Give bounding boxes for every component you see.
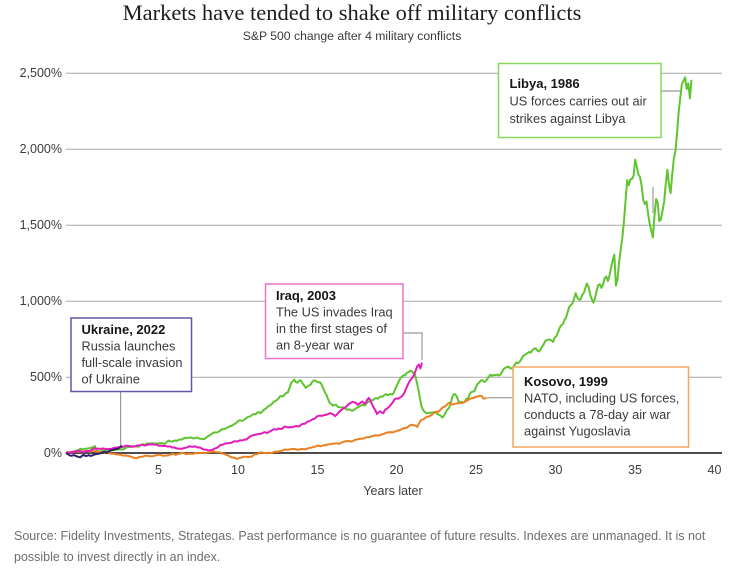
svg-text:Iraq, 2003: Iraq, 2003 [276, 288, 336, 303]
svg-text:S&P 500 change after 4 militar: S&P 500 change after 4 military conflict… [243, 29, 462, 43]
svg-text:in the first stages of: in the first stages of [276, 321, 387, 336]
svg-text:Ukraine, 2022: Ukraine, 2022 [82, 322, 166, 337]
svg-text:Source: Fidelity Investments,: Source: Fidelity Investments, Strategas.… [14, 529, 706, 543]
svg-text:1,000%: 1,000% [20, 294, 62, 308]
svg-text:of Ukraine: of Ukraine [82, 372, 140, 387]
svg-text:20: 20 [390, 463, 404, 477]
svg-text:an 8-year war: an 8-year war [276, 338, 355, 353]
svg-text:Markets have tended to shake o: Markets have tended to shake off militar… [123, 0, 582, 25]
svg-text:15: 15 [311, 463, 325, 477]
svg-text:30: 30 [549, 463, 563, 477]
svg-text:The US invades Iraq: The US invades Iraq [276, 305, 393, 320]
svg-text:0%: 0% [44, 446, 62, 460]
svg-text:conducts a 78-day air war: conducts a 78-day air war [524, 407, 671, 422]
svg-text:10: 10 [231, 463, 245, 477]
svg-text:Russia launches: Russia launches [82, 339, 176, 354]
svg-text:Kosovo, 1999: Kosovo, 1999 [524, 374, 608, 389]
svg-text:2,000%: 2,000% [20, 142, 62, 156]
svg-text:strikes against Libya: strikes against Libya [510, 111, 627, 126]
svg-text:2,500%: 2,500% [20, 66, 62, 80]
svg-text:Years later: Years later [363, 484, 422, 498]
svg-text:US forces carries out air: US forces carries out air [510, 94, 648, 109]
svg-text:500%: 500% [30, 370, 62, 384]
svg-text:Libya, 1986: Libya, 1986 [510, 76, 580, 91]
svg-text:1,500%: 1,500% [20, 218, 62, 232]
svg-text:possible to invest directly in: possible to invest directly in an index. [14, 550, 220, 564]
svg-text:35: 35 [628, 463, 642, 477]
svg-text:full-scale invasion: full-scale invasion [82, 355, 183, 370]
svg-text:5: 5 [155, 463, 162, 477]
svg-text:NATO, including US forces,: NATO, including US forces, [524, 391, 679, 406]
svg-text:against Yugoslavia: against Yugoslavia [524, 424, 631, 439]
svg-text:40: 40 [708, 463, 722, 477]
svg-text:25: 25 [469, 463, 483, 477]
